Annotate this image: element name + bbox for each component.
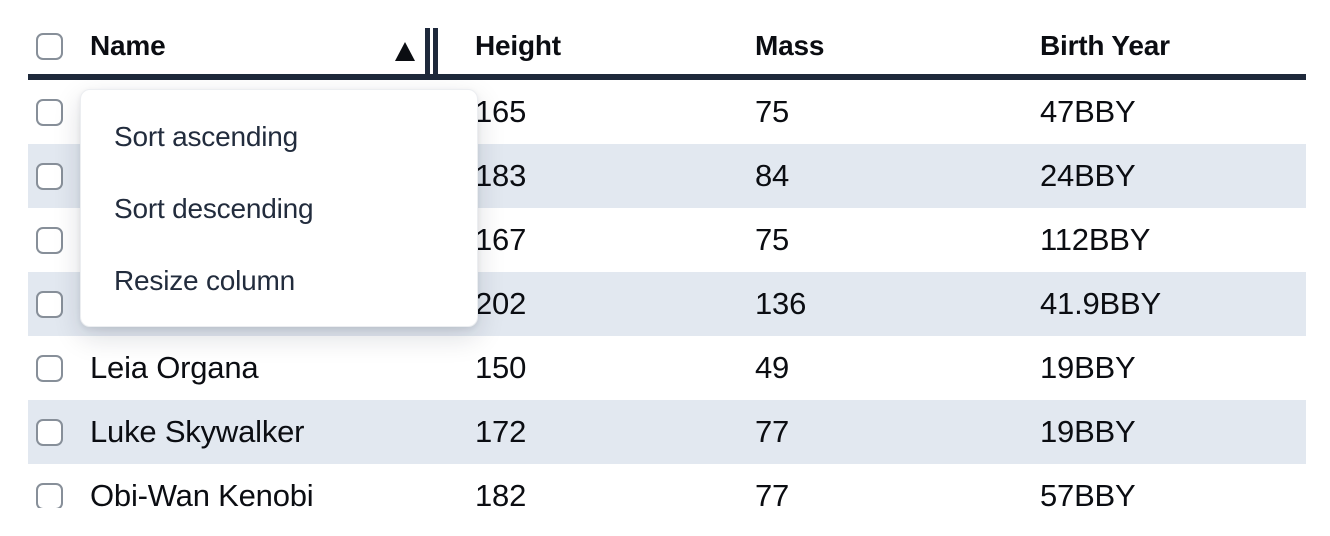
cell-mass: 77 — [755, 478, 790, 508]
column-header-mass[interactable]: Mass — [717, 30, 1002, 62]
resize-bar-left — [425, 28, 430, 77]
cell-birth-year: 57BBY — [1040, 478, 1136, 508]
sort-ascending-icon — [395, 42, 415, 61]
cell-mass: 77 — [755, 414, 790, 449]
menu-item-sort-descending[interactable]: Sort descending — [114, 193, 314, 224]
cell-birth-year: 41.9BBY — [1040, 286, 1161, 321]
table-row: 167 75 112BBY — [28, 208, 1306, 272]
cell-name: Luke Skywalker — [90, 414, 305, 449]
column-context-menu: Sort ascending Sort descending Resize co… — [80, 89, 478, 327]
column-header-height-label: Height — [475, 30, 561, 61]
row-checkbox[interactable] — [36, 162, 63, 190]
table-row: Obi-Wan Kenobi 182 77 57BBY — [28, 464, 1306, 508]
header-select-cell — [28, 32, 90, 60]
cell-birth-year: 47BBY — [1040, 94, 1136, 129]
cell-birth-year: 19BBY — [1040, 414, 1136, 449]
cell-height: 150 — [475, 350, 527, 385]
menu-item-resize-column[interactable]: Resize column — [114, 265, 296, 296]
cell-name: Obi-Wan Kenobi — [90, 478, 314, 508]
cell-mass: 136 — [755, 286, 807, 321]
column-header-name-label: Name — [90, 30, 166, 61]
table-row: Leia Organa 150 49 19BBY — [28, 336, 1306, 400]
resize-bar-right — [433, 28, 438, 77]
cell-mass: 75 — [755, 94, 790, 129]
column-header-birth-year-label: Birth Year — [1040, 30, 1170, 61]
cell-mass: 49 — [755, 350, 790, 385]
cell-birth-year: 24BBY — [1040, 158, 1136, 193]
cell-birth-year: 112BBY — [1040, 222, 1151, 257]
cell-height: 182 — [475, 478, 527, 508]
row-checkbox[interactable] — [36, 290, 63, 318]
table-row: Luke Skywalker 172 77 19BBY — [28, 400, 1306, 464]
column-header-height[interactable]: Height — [437, 30, 717, 62]
cell-height: 167 — [475, 222, 527, 257]
cell-name: Leia Organa — [90, 350, 259, 385]
column-header-name[interactable]: Name — [90, 30, 437, 62]
row-checkbox[interactable] — [36, 98, 63, 126]
table-row: 165 75 47BBY — [28, 80, 1306, 144]
cell-mass: 84 — [755, 158, 790, 193]
row-checkbox[interactable] — [36, 226, 63, 254]
column-header-birth-year[interactable]: Birth Year — [1002, 30, 1306, 62]
row-checkbox[interactable] — [36, 482, 63, 508]
table-header-row: Name Height Mass Birth Year — [28, 0, 1306, 80]
cell-mass: 75 — [755, 222, 790, 257]
row-checkbox[interactable] — [36, 354, 63, 382]
cell-height: 202 — [475, 286, 527, 321]
cell-height: 172 — [475, 414, 527, 449]
cell-height: 183 — [475, 158, 527, 193]
column-resize-handle-icon[interactable] — [425, 28, 438, 77]
menu-item-sort-ascending[interactable]: Sort ascending — [114, 121, 298, 152]
row-checkbox[interactable] — [36, 418, 63, 446]
cell-height: 165 — [475, 94, 527, 129]
data-table: Name Height Mass Birth Year 165 75 47BBY — [28, 0, 1306, 508]
column-header-mass-label: Mass — [755, 30, 825, 61]
cell-birth-year: 19BBY — [1040, 350, 1136, 385]
select-all-checkbox[interactable] — [36, 32, 63, 60]
